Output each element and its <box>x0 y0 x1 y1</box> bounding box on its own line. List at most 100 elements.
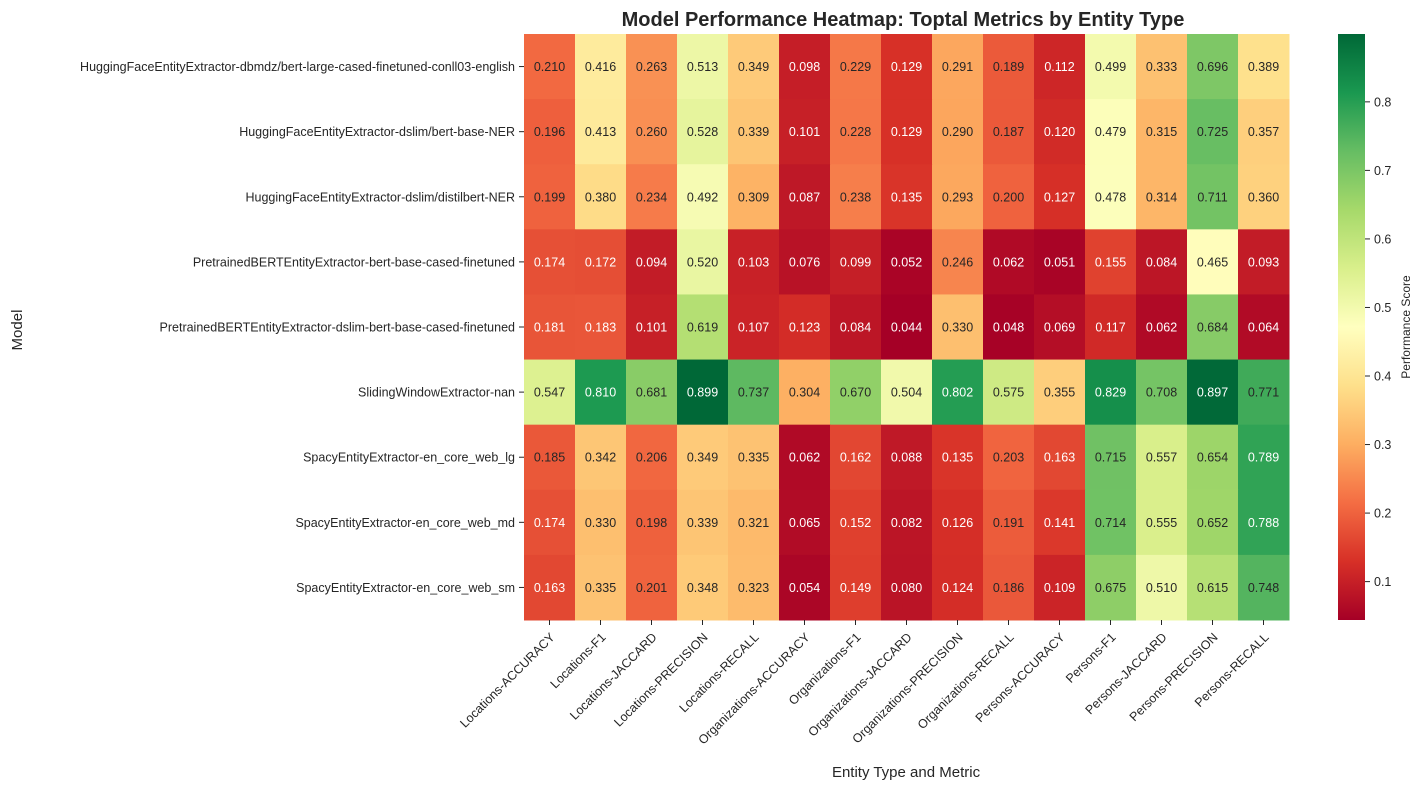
heatmap-cell <box>626 99 678 165</box>
heatmap-cell <box>728 99 780 165</box>
heatmap-cell <box>932 164 984 230</box>
heatmap-cell <box>728 489 780 556</box>
heatmap-cell <box>524 99 576 165</box>
heatmap-cell <box>1136 164 1188 230</box>
cell-value-label: 0.084 <box>1146 255 1177 269</box>
cell-value-label: 0.478 <box>1095 190 1126 204</box>
heatmap-cell <box>575 34 627 100</box>
cell-value-label: 0.238 <box>840 190 871 204</box>
y-axis-label: Model <box>9 310 26 351</box>
heatmap-cell <box>1187 229 1239 295</box>
row-label: HuggingFaceEntityExtractor-dslim/bert-ba… <box>239 125 515 139</box>
cell-value-label: 0.198 <box>636 516 667 530</box>
heatmap-cell <box>575 554 627 621</box>
cell-value-label: 0.513 <box>687 60 718 74</box>
heatmap-cell <box>779 554 831 621</box>
cell-value-label: 0.065 <box>789 516 820 530</box>
row-label: SpacyEntityExtractor-en_core_web_md <box>295 516 515 530</box>
cell-value-label: 0.342 <box>585 451 616 465</box>
cell-value-label: 0.186 <box>993 581 1024 595</box>
heatmap-cell <box>779 164 831 230</box>
heatmap-cell <box>626 424 678 491</box>
column-label: Organizations-JACCARD <box>805 630 914 739</box>
cell-value-label: 0.309 <box>738 190 769 204</box>
colorbar-tick-label: 0.5 <box>1374 301 1391 315</box>
heatmap-cell <box>677 489 729 556</box>
cell-value-label: 0.510 <box>1146 581 1177 595</box>
cell-value-label: 0.201 <box>636 581 667 595</box>
heatmap-cell <box>524 294 576 361</box>
cell-value-label: 0.187 <box>993 125 1024 139</box>
cell-value-label: 0.189 <box>993 60 1024 74</box>
cell-value-label: 0.416 <box>585 60 616 74</box>
cell-value-label: 0.062 <box>1146 321 1177 335</box>
cell-value-label: 0.737 <box>738 386 769 400</box>
heatmap-cell <box>779 294 831 361</box>
heatmap-cell <box>575 359 627 426</box>
row-label: SpacyEntityExtractor-en_core_web_sm <box>296 581 515 595</box>
heatmap-cell <box>1238 424 1290 491</box>
row-label: SlidingWindowExtractor-nan <box>358 386 515 400</box>
cell-value-label: 0.802 <box>942 386 973 400</box>
cell-value-label: 0.349 <box>738 60 769 74</box>
heatmap-cell <box>1238 489 1290 556</box>
heatmap-cell <box>1085 99 1137 165</box>
cell-value-label: 0.126 <box>942 516 973 530</box>
heatmap-cell <box>626 229 678 295</box>
heatmap-cell <box>983 424 1035 491</box>
heatmap-cell <box>881 99 933 165</box>
cell-value-label: 0.123 <box>789 321 820 335</box>
cell-value-label: 0.315 <box>1146 125 1177 139</box>
cell-value-label: 0.789 <box>1248 451 1279 465</box>
cell-value-label: 0.335 <box>585 581 616 595</box>
heatmap-cell <box>1238 99 1290 165</box>
heatmap-cell <box>779 34 831 100</box>
cell-value-label: 0.107 <box>738 321 769 335</box>
cell-value-label: 0.135 <box>942 451 973 465</box>
column-label: Persons-ACCURACY <box>973 630 1068 725</box>
cell-value-label: 0.076 <box>789 255 820 269</box>
heatmap-cell <box>524 359 576 426</box>
heatmap-cell <box>881 489 933 556</box>
cell-value-label: 0.810 <box>585 386 616 400</box>
cell-value-label: 0.708 <box>1146 386 1177 400</box>
cell-value-label: 0.174 <box>534 516 565 530</box>
cell-value-label: 0.162 <box>840 451 871 465</box>
cell-value-label: 0.788 <box>1248 516 1279 530</box>
heatmap-cell <box>983 359 1035 426</box>
cell-value-label: 0.229 <box>840 60 871 74</box>
column-label: Locations-JACCARD <box>567 630 659 722</box>
cell-value-label: 0.684 <box>1197 321 1228 335</box>
cell-value-label: 0.183 <box>585 321 616 335</box>
heatmap-cell <box>1187 34 1239 100</box>
cell-value-label: 0.210 <box>534 60 565 74</box>
heatmap-cell <box>1136 359 1188 426</box>
cell-value-label: 0.555 <box>1146 516 1177 530</box>
cell-value-label: 0.290 <box>942 125 973 139</box>
cell-value-label: 0.203 <box>993 451 1024 465</box>
heatmap-cell <box>1187 554 1239 621</box>
cell-value-label: 0.897 <box>1197 386 1228 400</box>
heatmap-cell <box>1187 489 1239 556</box>
heatmap-cell <box>1136 229 1188 295</box>
cell-value-label: 0.199 <box>534 190 565 204</box>
cell-value-label: 0.349 <box>687 451 718 465</box>
cell-value-label: 0.413 <box>585 125 616 139</box>
heatmap-cell <box>575 99 627 165</box>
heatmap-cell <box>1085 359 1137 426</box>
cell-value-label: 0.196 <box>534 125 565 139</box>
cell-value-label: 0.127 <box>1044 190 1075 204</box>
heatmap-cell <box>932 554 984 621</box>
cell-value-label: 0.711 <box>1197 190 1227 204</box>
cell-value-label: 0.557 <box>1146 451 1177 465</box>
cell-value-label: 0.528 <box>687 125 718 139</box>
heatmap-cell <box>983 99 1035 165</box>
cell-value-label: 0.330 <box>942 321 973 335</box>
cell-value-label: 0.681 <box>636 386 667 400</box>
cell-value-label: 0.335 <box>738 451 769 465</box>
heatmap-cell <box>1187 359 1239 426</box>
heatmap-cell <box>1238 229 1290 295</box>
cell-value-label: 0.054 <box>789 581 820 595</box>
heatmap-cell <box>1136 99 1188 165</box>
